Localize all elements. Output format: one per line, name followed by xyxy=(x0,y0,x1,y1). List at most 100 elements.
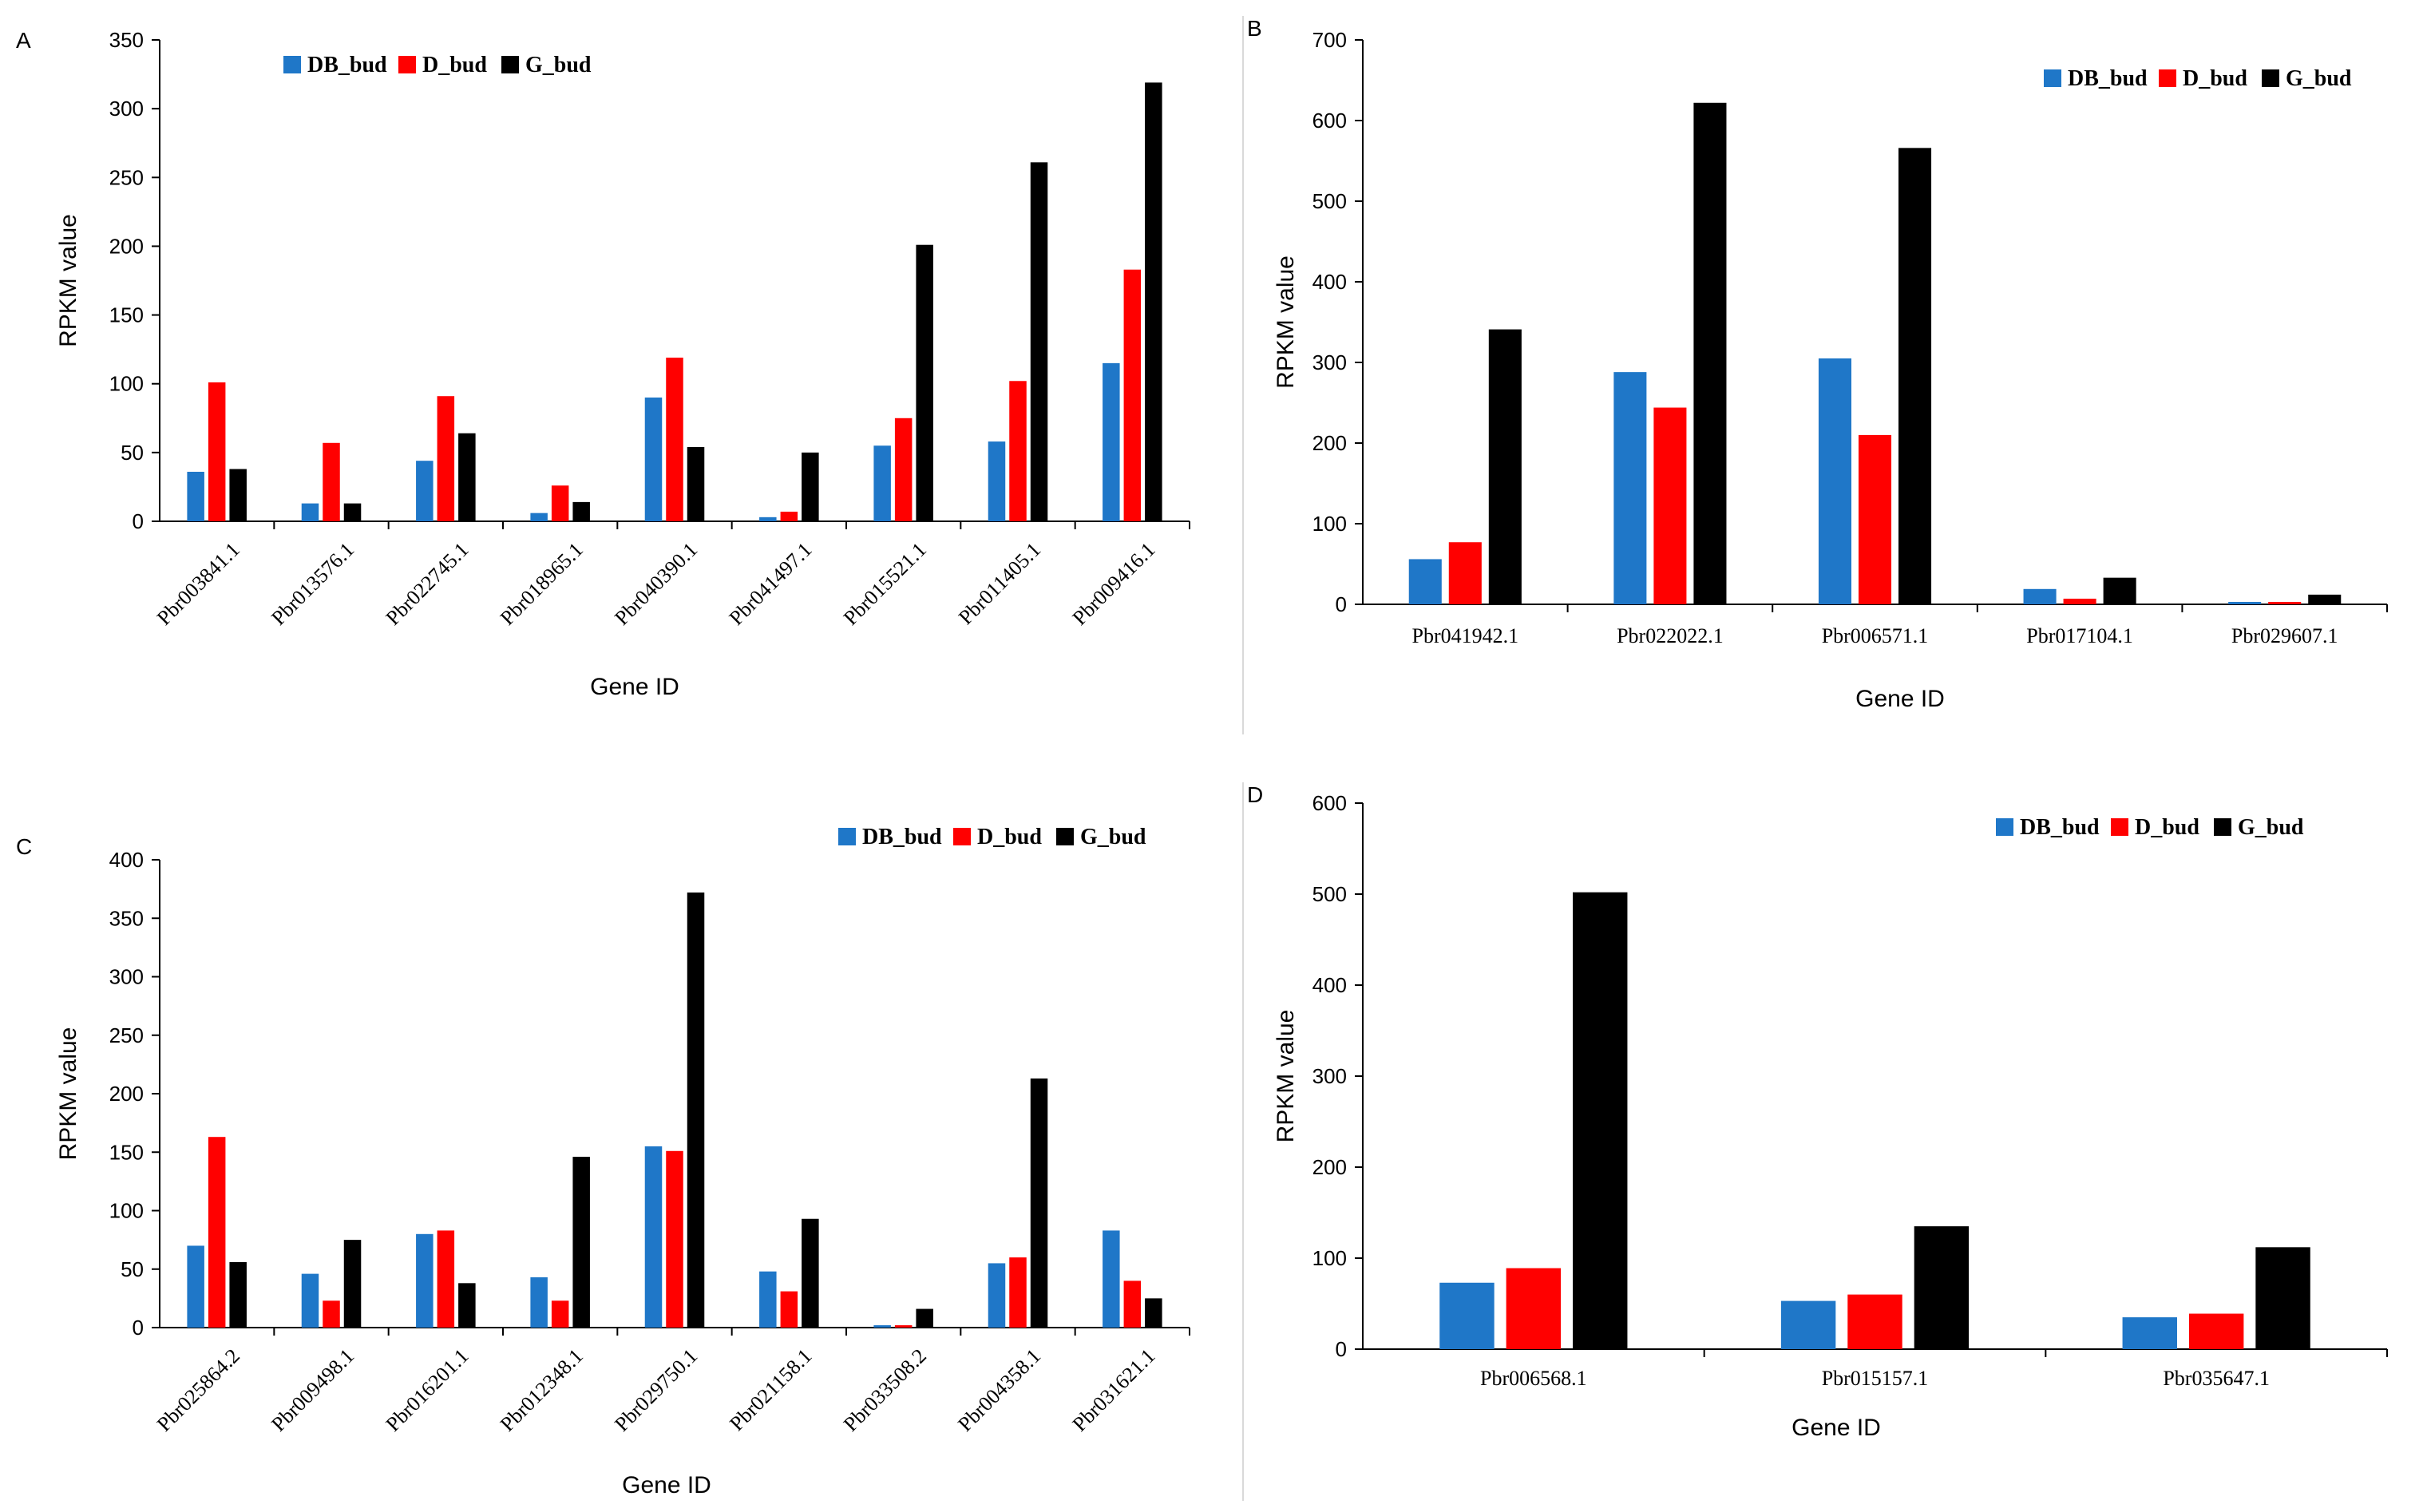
panel-label-b: B xyxy=(1247,16,1262,41)
bar-c-g-bud-pbr031621-1 xyxy=(1145,1298,1162,1328)
bar-c-db-bud-pbr025864-2 xyxy=(187,1245,204,1328)
bar-c-db-bud-pbr009498-1 xyxy=(301,1273,319,1328)
bar-d-d-bud-pbr015157-1 xyxy=(1847,1294,1902,1349)
legend-label-b-g-bud: G_bud xyxy=(2286,66,2352,91)
bar-c-g-bud-pbr021158-1 xyxy=(802,1218,819,1328)
bar-a-g-bud-pbr013576-1 xyxy=(343,503,362,521)
x-tick-label-c: Pbr021158.1 xyxy=(725,1344,816,1435)
y-tick-label-d: 0 xyxy=(1336,1337,1347,1361)
x-tick-label-b: Pbr029607.1 xyxy=(2231,624,2338,647)
y-tick-label-b: 500 xyxy=(1312,189,1347,213)
bar-c-d-bud-pbr016201-1 xyxy=(437,1230,455,1328)
bar-b-d-bud-pbr041942-1 xyxy=(1448,542,1482,604)
legend-swatch-d-g-bud xyxy=(2214,818,2231,836)
y-tick-label-c: 300 xyxy=(109,965,144,989)
bar-b-g-bud-pbr041942-1 xyxy=(1488,329,1522,604)
bar-a-g-bud-pbr018965-1 xyxy=(572,501,590,521)
bar-a-g-bud-pbr011405-1 xyxy=(1030,162,1048,521)
y-tick-label-b: 200 xyxy=(1312,431,1347,455)
bar-c-d-bud-pbr004358-1 xyxy=(1009,1257,1027,1328)
bar-d-db-bud-pbr035647-1 xyxy=(2122,1317,2177,1349)
x-tick-label-d: Pbr035647.1 xyxy=(2163,1367,2270,1390)
bar-a-d-bud-pbr040390-1 xyxy=(666,357,683,521)
legend-label-d-d-bud: D_bud xyxy=(2135,815,2199,840)
legend-label-d-g-bud: G_bud xyxy=(2238,815,2304,840)
x-tick-label-c: Pbr012348.1 xyxy=(496,1344,588,1436)
y-tick-label-b: 300 xyxy=(1312,350,1347,374)
y-axis-title-c: RPKM value xyxy=(55,1027,81,1161)
bar-b-g-bud-pbr006571-1 xyxy=(1898,148,1932,605)
bar-a-g-bud-pbr040390-1 xyxy=(687,446,705,521)
bar-b-db-bud-pbr041942-1 xyxy=(1408,559,1442,604)
y-tick-label-c: 50 xyxy=(121,1257,144,1281)
bar-a-db-bud-pbr018965-1 xyxy=(530,513,548,521)
bar-a-d-bud-pbr018965-1 xyxy=(551,485,569,521)
bar-a-d-bud-pbr003841-1 xyxy=(208,382,226,521)
y-tick-label-d: 300 xyxy=(1312,1064,1347,1088)
bar-c-d-bud-pbr009498-1 xyxy=(323,1300,340,1328)
legend-swatch-a-db-bud xyxy=(283,56,301,73)
x-axis-title-b: Gene ID xyxy=(1855,686,1945,712)
bar-a-db-bud-pbr015521-1 xyxy=(873,445,891,521)
bar-a-g-bud-pbr009416-1 xyxy=(1145,82,1162,521)
x-tick-label-a: Pbr013576.1 xyxy=(267,538,358,630)
legend-label-b-db-bud: DB_bud xyxy=(2068,66,2148,91)
bar-b-db-bud-pbr022022-1 xyxy=(1613,372,1647,604)
x-tick-label-d: Pbr006568.1 xyxy=(1480,1367,1587,1390)
bar-a-db-bud-pbr041497-1 xyxy=(759,517,777,521)
bar-b-d-bud-pbr017104-1 xyxy=(2063,598,2096,604)
bar-a-db-bud-pbr040390-1 xyxy=(644,397,663,521)
bar-c-g-bud-pbr025864-2 xyxy=(229,1261,247,1328)
bar-c-db-bud-pbr012348-1 xyxy=(530,1277,548,1328)
bar-c-d-bud-pbr033508-2 xyxy=(894,1325,913,1328)
x-tick-label-a: Pbr009416.1 xyxy=(1068,538,1160,630)
y-tick-label-c: 350 xyxy=(109,906,144,930)
legend-label-d-db-bud: DB_bud xyxy=(2020,815,2100,840)
x-axis-title-a: Gene ID xyxy=(590,674,679,700)
y-tick-label-d: 200 xyxy=(1312,1155,1347,1179)
y-tick-label-c: 0 xyxy=(133,1316,144,1340)
y-tick-label-a: 150 xyxy=(109,303,144,327)
y-tick-label-a: 200 xyxy=(109,234,144,258)
x-tick-label-b: Pbr022022.1 xyxy=(1617,624,1724,647)
y-tick-label-c: 250 xyxy=(109,1023,144,1047)
vertical-divider-bottom xyxy=(1242,782,1244,1501)
legend-swatch-a-d-bud xyxy=(398,56,416,73)
x-tick-label-c: Pbr029750.1 xyxy=(610,1344,702,1436)
bar-a-db-bud-pbr013576-1 xyxy=(301,503,319,521)
y-tick-label-d: 500 xyxy=(1312,882,1347,906)
bar-d-d-bud-pbr035647-1 xyxy=(2188,1313,2244,1349)
bar-a-d-bud-pbr041497-1 xyxy=(780,511,798,521)
y-tick-label-d: 400 xyxy=(1312,973,1347,997)
x-tick-label-a: Pbr003841.1 xyxy=(152,538,244,630)
x-tick-label-a: Pbr015521.1 xyxy=(839,538,931,630)
x-tick-label-a: Pbr022745.1 xyxy=(382,538,473,630)
y-tick-label-a: 300 xyxy=(109,97,144,121)
bar-a-db-bud-pbr009416-1 xyxy=(1103,362,1120,521)
bar-c-g-bud-pbr009498-1 xyxy=(343,1240,362,1328)
legend-label-c-g-bud: G_bud xyxy=(1080,825,1146,849)
legend-swatch-c-g-bud xyxy=(1056,828,1074,845)
bar-a-g-bud-pbr041497-1 xyxy=(802,452,819,521)
bar-a-db-bud-pbr011405-1 xyxy=(988,441,1006,521)
bar-b-d-bud-pbr022022-1 xyxy=(1653,407,1687,604)
y-tick-label-b: 700 xyxy=(1312,28,1347,52)
bar-a-db-bud-pbr022745-1 xyxy=(416,461,434,521)
x-tick-label-d: Pbr015157.1 xyxy=(1822,1367,1929,1390)
bar-d-g-bud-pbr035647-1 xyxy=(2255,1247,2310,1349)
bar-c-db-bud-pbr016201-1 xyxy=(416,1233,434,1328)
vertical-divider-top xyxy=(1242,16,1244,734)
bar-a-d-bud-pbr013576-1 xyxy=(323,442,340,521)
x-axis-title-c: Gene ID xyxy=(622,1472,711,1498)
legend-label-a-db-bud: DB_bud xyxy=(307,53,387,77)
bar-c-db-bud-pbr031621-1 xyxy=(1103,1230,1120,1328)
legend-swatch-a-g-bud xyxy=(501,56,519,73)
legend-label-a-g-bud: G_bud xyxy=(525,53,592,77)
legend-label-a-d-bud: D_bud xyxy=(422,53,487,77)
legend-label-c-db-bud: DB_bud xyxy=(862,825,942,849)
bar-c-g-bud-pbr016201-1 xyxy=(458,1283,476,1328)
legend-swatch-d-db-bud xyxy=(1996,818,2013,836)
y-tick-label-a: 0 xyxy=(133,509,144,533)
y-tick-label-b: 400 xyxy=(1312,270,1347,294)
